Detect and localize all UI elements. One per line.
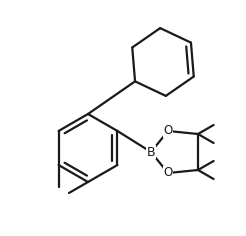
Text: O: O	[163, 125, 173, 138]
Text: O: O	[163, 167, 173, 180]
Text: B: B	[147, 146, 155, 159]
